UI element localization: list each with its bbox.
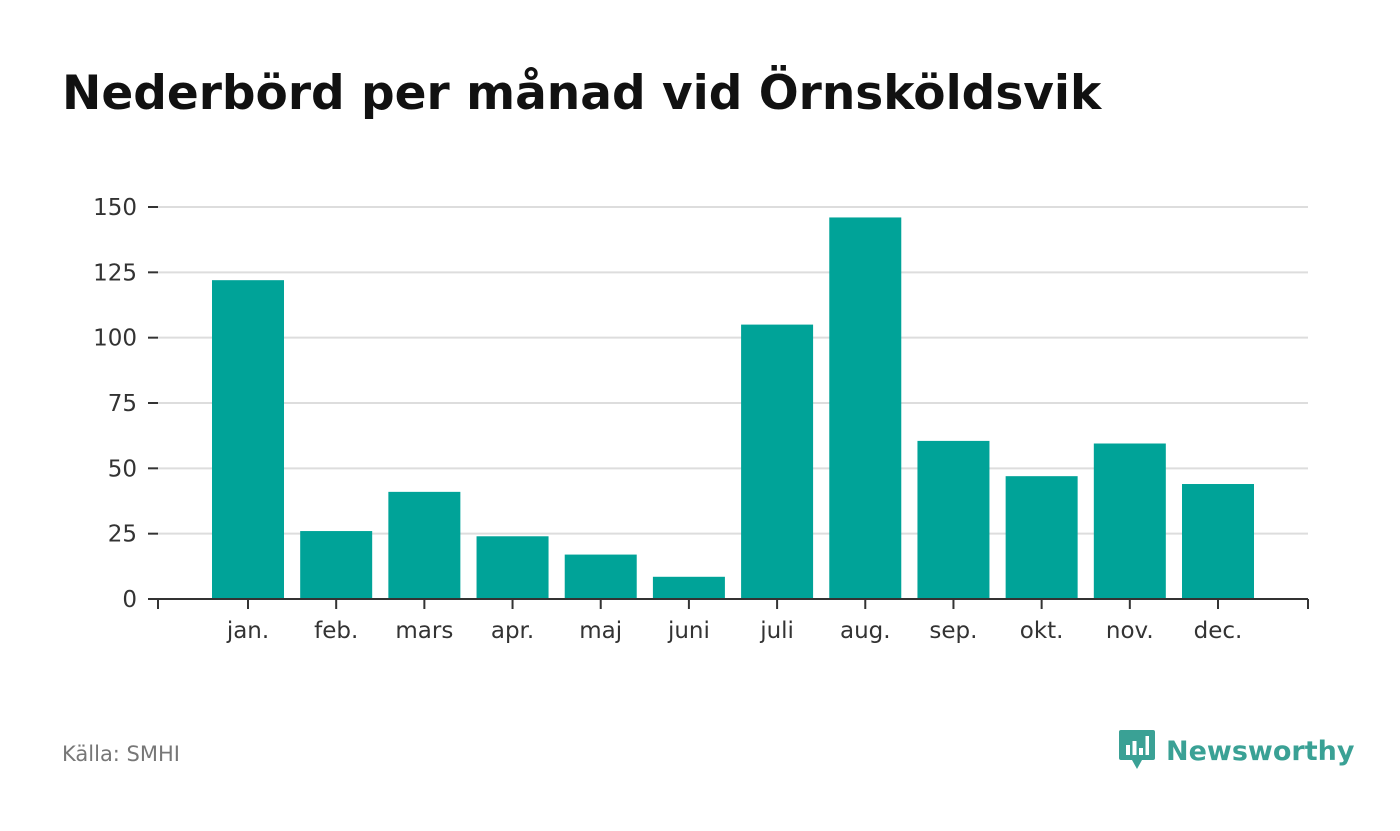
- chart-title: Nederbörd per månad vid Örnsköldsvik: [62, 66, 1102, 121]
- bar-okt: [1005, 476, 1078, 599]
- bars: [212, 217, 1254, 599]
- bar-maj: [564, 554, 637, 599]
- y-tick-label: 75: [108, 391, 137, 417]
- x-tick-label: juli: [759, 618, 794, 644]
- x-tick-label: nov.: [1106, 618, 1154, 644]
- bar-apr: [476, 536, 549, 599]
- x-tick-label: jan.: [226, 618, 269, 644]
- bar-mars: [388, 491, 461, 599]
- y-tick-label: 50: [108, 456, 137, 482]
- x-tick-label: apr.: [491, 618, 534, 644]
- y-tick-label: 25: [108, 522, 137, 548]
- brand: Newsworthy: [1118, 728, 1354, 774]
- bar-chart: 0 25 50 75 100 125 150 jan. feb. mars apr. maj juni…: [93, 195, 1309, 644]
- y-tick-label: 150: [93, 195, 137, 221]
- bar-sep: [917, 440, 990, 599]
- x-tick-label: dec.: [1194, 618, 1243, 644]
- y-tick-label: 0: [122, 587, 137, 613]
- x-tick-label: aug.: [840, 618, 891, 644]
- x-tick-label: feb.: [314, 618, 358, 644]
- x-tick-labels: jan. feb. mars apr. maj juni juli aug. sep. okt. n…: [226, 618, 1243, 644]
- y-tick-labels: 0 25 50 75 100 125 150: [93, 195, 137, 613]
- bar-feb: [300, 531, 373, 599]
- source-note: Källa: SMHI: [62, 742, 180, 766]
- y-tick-label: 125: [93, 260, 137, 286]
- axes: [157, 598, 1309, 609]
- bar-jan: [212, 280, 284, 599]
- x-tick-label: sep.: [929, 618, 977, 644]
- x-tick-label: juni: [667, 618, 710, 644]
- x-tick-label: maj: [579, 618, 622, 644]
- bar-nov: [1093, 443, 1166, 599]
- bar-aug: [829, 217, 902, 599]
- bar-juni: [652, 576, 725, 599]
- newsworthy-logo-icon: [1118, 728, 1156, 774]
- bar-juli: [741, 324, 814, 599]
- x-tick-label: mars: [395, 618, 453, 644]
- brand-name: Newsworthy: [1166, 735, 1355, 767]
- bar-dec: [1182, 484, 1254, 599]
- x-tick-label: okt.: [1020, 618, 1064, 644]
- y-tick-label: 100: [93, 326, 137, 352]
